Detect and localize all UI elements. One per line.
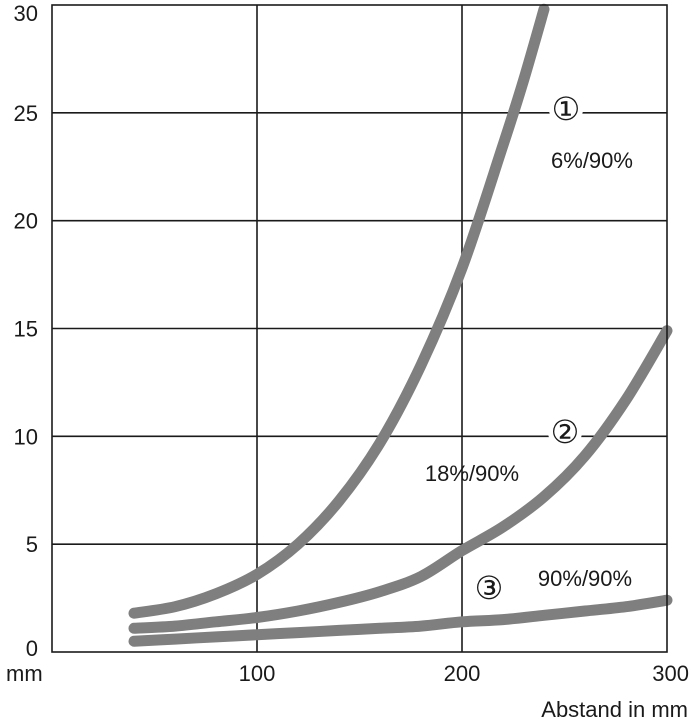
x-axis-ticks: 100 200 300 [239,661,689,686]
marker-symbol: ② [551,414,580,450]
marker-symbol: ① [552,91,581,127]
curve-annotations: ① 6%/90% ② 18%/90% ③ 90%/90% [425,91,633,606]
curve-label-1: 6%/90% [551,148,633,173]
series-line-3 [128,594,673,647]
curve-label-2: 18%/90% [425,461,519,486]
marker-backdrop [548,415,582,449]
curve-marker-3: ③ [472,570,506,606]
x-tick-label: 300 [652,661,689,686]
grid [52,5,667,652]
y-tick-label: 15 [14,317,38,342]
curves [128,3,673,647]
y-tick-label: 20 [14,209,38,234]
marker-backdrop [472,571,506,605]
curve-marker-2: ② [548,414,582,450]
series-line-2 [128,325,673,634]
curve-marker-1: ① [549,91,583,127]
y-axis-ticks: 0 5 10 15 20 25 30 [14,1,38,661]
y-tick-label: 5 [26,532,38,557]
y-tick-label: 30 [14,1,38,26]
marker-symbol: ③ [475,570,504,606]
x-tick-label: 100 [239,661,276,686]
y-tick-label: 25 [14,101,38,126]
plot-frame [51,4,668,653]
marker-backdrop [549,92,583,126]
curve-label-3: 90%/90% [538,566,632,591]
y-tick-label: 10 [14,424,38,449]
y-tick-label: 0 [26,636,38,661]
x-axis-label: Abstand in mm [541,697,688,720]
x-tick-label: 200 [444,661,481,686]
series-line-1 [128,3,550,619]
y-axis-label: mm [6,661,43,686]
